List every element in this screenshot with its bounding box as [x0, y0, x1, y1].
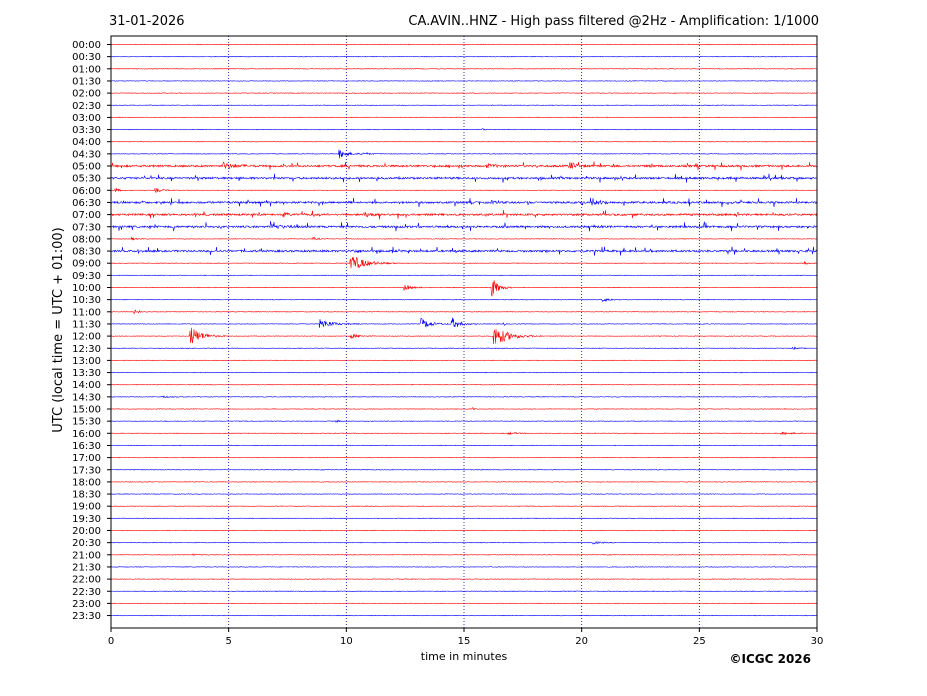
- trace-21:00: [110, 553, 818, 557]
- trace-17:30: [110, 469, 818, 471]
- y-tick-label: 12:30: [72, 344, 101, 355]
- trace-06:00: [110, 187, 818, 193]
- y-tick-label: 05:00: [72, 162, 101, 173]
- trace-08:30: [110, 246, 818, 256]
- trace-18:00: [110, 481, 818, 483]
- y-tick-label: 04:30: [72, 149, 101, 160]
- y-tick-label: 21:00: [72, 550, 101, 561]
- y-tick-label: 15:30: [72, 417, 101, 428]
- y-tick-label: 20:00: [72, 526, 101, 537]
- y-tick-label: 13:30: [72, 368, 101, 379]
- y-tick-label: 16:30: [72, 441, 101, 452]
- trace-07:00: [110, 210, 818, 220]
- plot-title: CA.AVIN..HNZ - High pass filtered @2Hz -…: [408, 14, 819, 29]
- y-tick-label: 01:30: [72, 76, 101, 87]
- trace-01:30: [110, 80, 818, 82]
- y-tick-label: 07:00: [72, 210, 101, 221]
- plot-date: 31-01-2026: [109, 14, 185, 29]
- y-tick-label: 13:00: [72, 356, 101, 367]
- trace-08:00: [110, 236, 818, 241]
- y-tick-label: 10:00: [72, 283, 101, 294]
- y-tick-label: 10:30: [72, 295, 101, 306]
- y-tick-label: 11:00: [72, 307, 101, 318]
- trace-20:00: [110, 529, 818, 532]
- trace-16:30: [110, 444, 818, 447]
- y-tick-label: 22:00: [72, 575, 101, 586]
- y-tick-label: 01:00: [72, 64, 101, 75]
- trace-18:30: [110, 493, 818, 495]
- x-tick-label: 25: [693, 636, 706, 647]
- trace-05:00: [110, 161, 818, 171]
- y-tick-label: 06:00: [72, 186, 101, 197]
- y-tick-label: 09:30: [72, 271, 101, 282]
- y-tick-label: 03:30: [72, 125, 101, 136]
- y-tick-label: 02:30: [72, 101, 101, 112]
- x-tick-label: 5: [225, 636, 231, 647]
- y-axis-label: UTC (local time = UTC + 01:00): [51, 227, 66, 432]
- y-tick-label: 00:00: [72, 40, 101, 51]
- x-tick-labels: 0 5 10 15 20 25 30: [108, 628, 824, 647]
- y-tick-label: 02:00: [72, 89, 101, 100]
- x-tick-label: 20: [575, 636, 588, 647]
- y-tick-label: 12:00: [72, 332, 101, 343]
- x-tick-label: 30: [811, 636, 824, 647]
- y-tick-label: 23:00: [72, 599, 101, 610]
- trace-21:30: [110, 566, 818, 568]
- y-tick-label: 04:00: [72, 137, 101, 148]
- y-tick-label: 16:00: [72, 429, 101, 440]
- trace-19:30: [110, 517, 818, 520]
- trace-11:30: [110, 317, 818, 328]
- y-tick-label: 21:30: [72, 562, 101, 573]
- y-tick-label: 22:30: [72, 587, 101, 598]
- trace-09:30: [110, 274, 818, 277]
- y-tick-label: 14:30: [72, 392, 101, 403]
- y-tick-label: 09:00: [72, 259, 101, 270]
- y-tick-label: 19:30: [72, 514, 101, 525]
- x-tick-label: 10: [340, 636, 353, 647]
- y-tick-label: 07:30: [72, 222, 101, 233]
- y-tick-label: 18:00: [72, 477, 101, 488]
- trace-20:30: [110, 540, 818, 545]
- trace-17:00: [110, 456, 818, 459]
- x-axis-label: time in minutes: [421, 650, 508, 663]
- trace-10:30: [110, 298, 818, 303]
- plot-frame: [110, 35, 818, 629]
- trace-11:00: [110, 309, 818, 315]
- y-tick-label: 19:00: [72, 502, 101, 513]
- y-tick-label: 18:30: [72, 490, 101, 501]
- y-tick-label: 14:00: [72, 380, 101, 391]
- y-tick-label: 08:00: [72, 234, 101, 245]
- y-tick-label: 20:30: [72, 538, 101, 549]
- y-tick-label: 08:30: [72, 247, 101, 258]
- y-tick-label: 17:00: [72, 453, 101, 464]
- vertical-grid: [228, 36, 700, 628]
- trace-19:00: [110, 505, 818, 507]
- x-tick-label: 0: [108, 636, 114, 647]
- trace-01:00: [110, 68, 818, 70]
- trace-10:00: [110, 280, 818, 297]
- trace-00:00: [110, 43, 818, 46]
- y-tick-label: 11:30: [72, 319, 101, 330]
- y-tick-label: 17:30: [72, 465, 101, 476]
- trace-06:30: [110, 197, 818, 208]
- x-tick-label: 15: [458, 636, 471, 647]
- y-tick-label: 06:30: [72, 198, 101, 209]
- copyright-label: ©ICGC 2026: [729, 652, 811, 666]
- y-tick-label: 05:30: [72, 174, 101, 185]
- trace-09:00: [110, 257, 818, 269]
- y-tick-label: 00:30: [72, 52, 101, 63]
- y-tick-label: 15:00: [72, 405, 101, 416]
- y-tick-label: 03:00: [72, 113, 101, 124]
- trace-00:30: [110, 55, 818, 58]
- y-tick-label: 23:30: [72, 611, 101, 622]
- trace-16:00: [110, 431, 818, 436]
